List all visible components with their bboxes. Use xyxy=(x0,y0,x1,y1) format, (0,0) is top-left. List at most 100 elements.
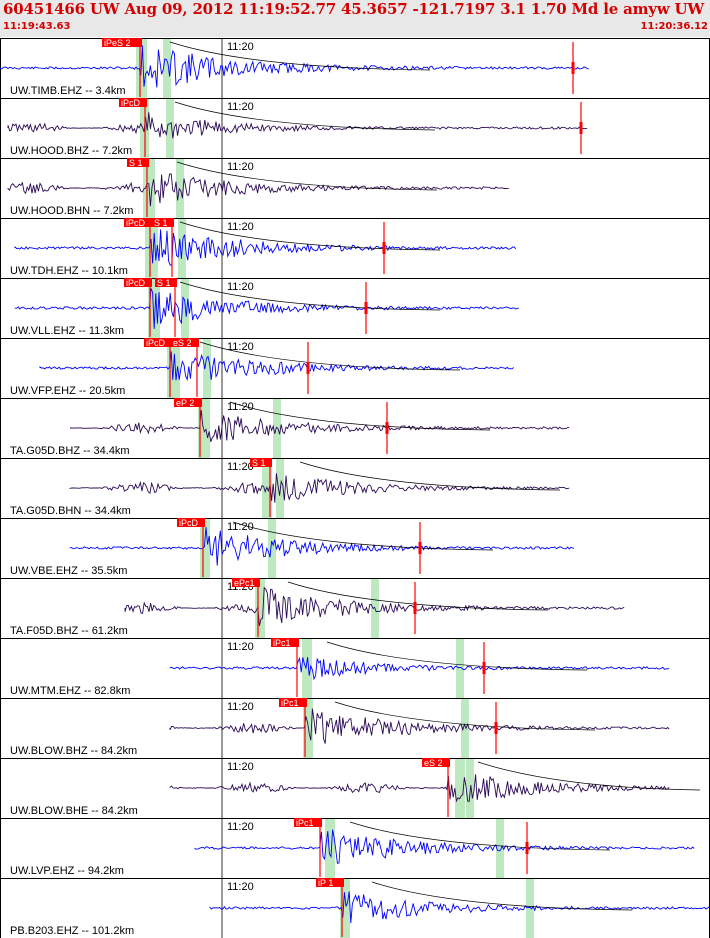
pick-flag[interactable] xyxy=(271,638,299,647)
pick-flag[interactable] xyxy=(422,758,450,767)
coda-curve xyxy=(179,221,441,251)
amplitude-box xyxy=(413,602,417,614)
phase-window xyxy=(340,879,350,938)
waveform xyxy=(14,229,517,266)
pick-label: iP 1 xyxy=(318,878,333,888)
trace-row[interactable]: 11:20 iPcD S 1 UW.TDH.EHZ -- 10.1km xyxy=(0,218,710,279)
trace-row[interactable]: 11:20 iPcD UW.VBE.EHZ -- 35.5km xyxy=(0,518,710,579)
pick-label: iPcD xyxy=(179,518,199,528)
trace-row[interactable]: 11:20S 1 TA.G05D.BHN -- 34.4km xyxy=(0,458,710,519)
pick-flag[interactable] xyxy=(171,338,199,347)
coda-curve xyxy=(334,701,596,731)
phase-window xyxy=(461,699,469,758)
coda-curve xyxy=(349,821,611,851)
phase-window xyxy=(273,399,281,458)
coda-curve xyxy=(176,161,438,191)
coda-curve xyxy=(299,461,561,491)
pick-label: iPcD xyxy=(146,338,166,348)
trace-row[interactable]: 11:20 iPcD UW.HOOD.BHZ -- 7.2km xyxy=(0,98,710,159)
station-label: TA.G05D.BHN -- 34.4km xyxy=(10,505,131,517)
pick-flag[interactable] xyxy=(102,38,142,47)
amplitude-box xyxy=(571,62,575,74)
coda-curve xyxy=(326,641,588,671)
station-label: UW.TDH.EHZ -- 10.1km xyxy=(10,265,128,277)
waveform xyxy=(194,829,695,864)
station-label: UW.VFP.EHZ -- 20.5km xyxy=(10,385,125,397)
trace-row[interactable]: 11:20 iP 1 PB.B203.EHZ -- 101.2km xyxy=(0,878,710,938)
station-label: TA.F05D.BHZ -- 61.2km xyxy=(10,625,128,637)
amplitude-box xyxy=(385,422,389,434)
trace-row[interactable]: 11:20ePc1TA.F05D.BHZ -- 61.2km xyxy=(0,578,710,639)
pick-flag[interactable] xyxy=(119,98,147,107)
amplitude-box xyxy=(494,722,498,734)
pick-flag[interactable] xyxy=(155,278,177,287)
pick-flag[interactable] xyxy=(294,818,322,827)
trace-row[interactable]: 11:20 S 1 UW.HOOD.BHN -- 7.2km xyxy=(0,158,710,219)
pick-flag[interactable] xyxy=(124,278,152,287)
minute-label: 11:20 xyxy=(227,521,254,533)
pick-flag[interactable] xyxy=(152,218,174,227)
waveform xyxy=(69,473,570,503)
station-label: UW.VLL.EHZ -- 11.3km xyxy=(10,325,124,337)
phase-window xyxy=(176,159,184,218)
minute-label: 11:20 xyxy=(227,41,254,53)
pick-flag[interactable] xyxy=(316,878,344,887)
minute-label: 11:20 xyxy=(227,701,254,713)
amplitude-box xyxy=(306,362,310,374)
trace-row[interactable]: 11:20 eS 2 UW.BLOW.BHE -- 84.2km xyxy=(0,758,710,819)
pick-flag[interactable] xyxy=(177,518,205,527)
minute-label: 11:20 xyxy=(227,641,254,653)
minute-label: 11:20 xyxy=(227,821,254,833)
pick-label: S 1 xyxy=(157,278,171,288)
station-label: TA.G05D.BHZ -- 34.4km xyxy=(10,445,130,457)
pick-flag[interactable] xyxy=(124,218,152,227)
trace-row[interactable]: 11:20 iPc1 UW.BLOW.BHZ -- 84.2km xyxy=(0,698,710,759)
phase-window xyxy=(302,639,312,698)
phase-window xyxy=(526,879,534,938)
pick-flag[interactable] xyxy=(250,458,272,467)
station-label: UW.BLOW.BHE -- 84.2km xyxy=(10,805,138,817)
waveform xyxy=(69,527,575,566)
pick-label: iPc1 xyxy=(296,818,314,828)
pick-label: iPeS 2 xyxy=(104,38,131,48)
pick-flag[interactable] xyxy=(279,698,307,707)
station-label: UW.HOOD.BHN -- 7.2km xyxy=(10,205,133,217)
coda-curve xyxy=(174,101,436,131)
waveform xyxy=(39,351,514,381)
station-label: PB.B203.EHZ -- 101.2km xyxy=(10,925,134,937)
phase-window xyxy=(456,639,464,698)
coda-curve xyxy=(199,341,461,371)
minute-label: 11:20 xyxy=(227,281,254,293)
waveform xyxy=(14,288,520,329)
phase-window xyxy=(255,579,265,638)
trace-row[interactable]: 11:20 iPc1 UW.MTM.EHZ -- 82.8km xyxy=(0,638,710,699)
pick-label: ePc1 xyxy=(234,578,255,588)
pick-flag[interactable] xyxy=(127,158,149,167)
minute-label: 11:20 xyxy=(227,101,254,113)
minute-label: 11:20 xyxy=(227,401,254,413)
seismogram-panel[interactable]: 11:20 iPeS 2 UW.TIMB.EHZ -- 3.4km 11:20 iPcD… xyxy=(0,38,710,938)
trace-row[interactable]: 11:20 iPcD S 1 UW.VLL.EHZ -- 11.3km xyxy=(0,278,710,339)
pick-flag[interactable] xyxy=(144,338,172,347)
trace-row[interactable]: 11:20 iPcD eS 2 UW.VFP.EHZ -- 20.5km xyxy=(0,338,710,399)
phase-window xyxy=(325,819,335,878)
trace-row[interactable]: 11:20 iPc1 UW.LVP.EHZ -- 94.2km xyxy=(0,818,710,879)
amplitude-box xyxy=(525,842,529,854)
trace-row[interactable]: 11:20 eP 2 TA.G05D.BHZ -- 34.4km xyxy=(0,398,710,459)
pick-label: eP 2 xyxy=(176,398,194,408)
amplitude-box xyxy=(418,542,422,554)
waveform xyxy=(0,45,589,88)
pick-flag[interactable] xyxy=(232,578,260,587)
coda-curve xyxy=(179,281,441,311)
amplitude-box xyxy=(364,302,368,314)
station-label: UW.HOOD.BHZ -- 7.2km xyxy=(10,145,132,157)
minute-label: 11:20 xyxy=(227,761,254,773)
pick-flag[interactable] xyxy=(174,398,202,407)
pick-label: eS 2 xyxy=(173,338,192,348)
pick-label: iPc1 xyxy=(273,638,291,648)
trace-row[interactable]: 11:20 iPeS 2 UW.TIMB.EHZ -- 3.4km xyxy=(0,38,710,99)
phase-window xyxy=(466,759,474,818)
header-bar: 60451466 UW Aug 09, 2012 11:19:52.77 45.… xyxy=(0,0,710,37)
station-label: UW.LVP.EHZ -- 94.2km xyxy=(10,865,124,877)
pick-label: eS 2 xyxy=(424,758,443,768)
